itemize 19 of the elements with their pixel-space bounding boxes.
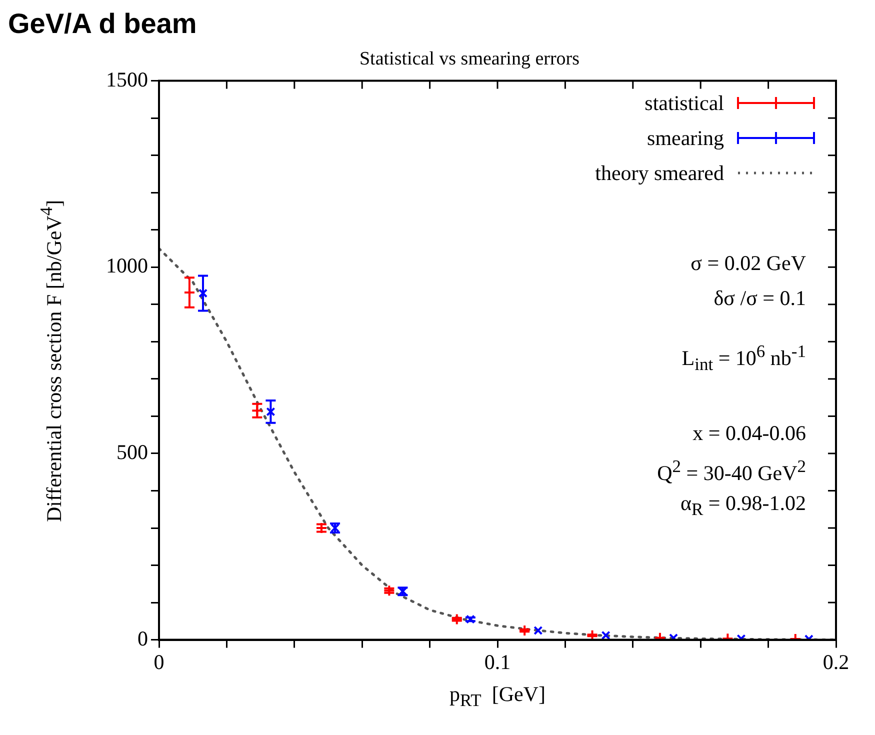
annotation: α$_{R}$ = 0.98-1.02	[680, 490, 806, 520]
annotation: δσ /σ = 0.1	[714, 286, 806, 311]
annotation: x = 0.04-0.06	[692, 420, 806, 446]
x-tick-label: 0.2	[822, 650, 850, 674]
y-tick-label: 0	[138, 626, 148, 650]
x-axis-title: p$_{RT}$ [GeV]	[448, 682, 546, 711]
legend-label: statistical	[644, 90, 724, 116]
legend-label: theory smeared	[595, 160, 724, 186]
chart-subtitle: GeV/A d beam	[8, 8, 197, 40]
y-tick-label: 500	[116, 440, 148, 464]
annotation: σ = 0.02 GeV	[690, 250, 806, 276]
y-tick-label: 1000	[106, 254, 148, 278]
y-tick-label: 1500	[106, 67, 148, 92]
legend-label: smearing	[647, 126, 724, 151]
annotation: L$_{int}$ = 10$^{6}$ nb$^{-1}$	[682, 340, 806, 375]
x-tick-label: 0	[154, 650, 164, 674]
annotation: Q$^{2}$ = 30-40 GeV$^{2}$	[657, 456, 806, 486]
x-tick-label: 0.1	[484, 650, 511, 674]
chart-title: Statistical vs smearing errors	[359, 48, 580, 70]
